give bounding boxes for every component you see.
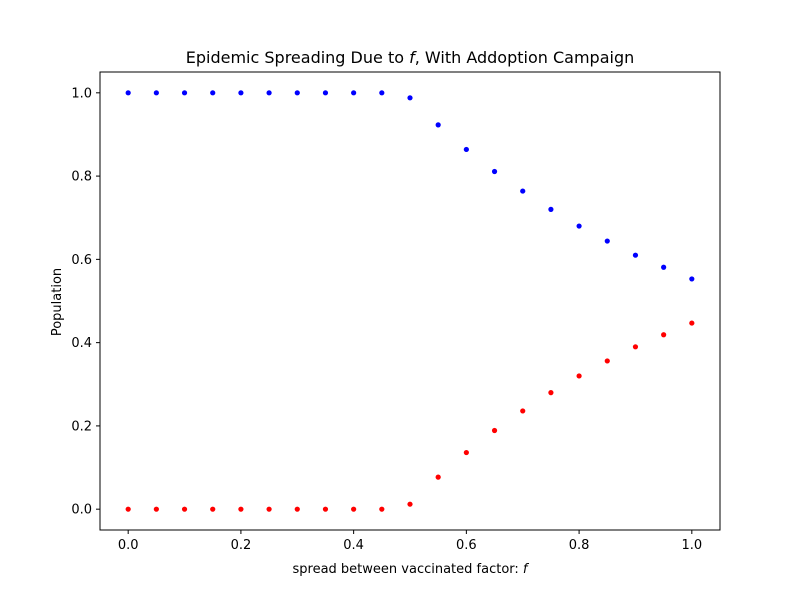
x-axis-label-main: spread between vaccinated factor: xyxy=(293,562,523,577)
plot-frame xyxy=(99,71,721,531)
data-point xyxy=(576,223,582,229)
y-tick-label: 1.0 xyxy=(71,86,92,101)
data-point xyxy=(153,506,159,512)
data-point xyxy=(604,358,610,364)
data-point xyxy=(210,506,216,512)
chart-title-main: Epidemic Spreading Due to xyxy=(186,48,409,67)
data-point xyxy=(294,506,300,512)
x-tick-label: 0.6 xyxy=(456,538,477,553)
y-axis-ticks: 0.0 0.2 0.4 0.6 0.8 1.0 xyxy=(71,86,100,518)
x-tick-label: 0.0 xyxy=(118,538,139,553)
y-tick-label: 0.0 xyxy=(71,503,92,518)
plot-marks xyxy=(125,90,695,512)
y-tick-label: 0.8 xyxy=(71,170,92,185)
y-tick-label: 0.6 xyxy=(71,253,92,268)
data-point xyxy=(322,90,329,96)
data-point xyxy=(266,506,272,512)
data-point xyxy=(548,206,554,212)
y-tick-label: 0.2 xyxy=(71,419,92,434)
data-point xyxy=(463,146,469,153)
data-point xyxy=(463,449,469,456)
data-point xyxy=(181,90,188,96)
data-point xyxy=(379,90,385,96)
x-tick-label: 0.8 xyxy=(569,538,590,553)
x-tick-label: 0.4 xyxy=(343,538,364,553)
y-tick-label: 0.4 xyxy=(71,336,92,351)
data-point xyxy=(379,506,385,512)
data-point xyxy=(322,506,329,512)
x-axis-label: spread between vaccinated factor: f xyxy=(293,562,530,577)
data-point xyxy=(604,238,610,244)
data-point xyxy=(632,252,639,258)
data-point xyxy=(407,501,413,507)
x-tick-label: 0.2 xyxy=(231,538,252,553)
x-axis-ticks: 0.0 0.2 0.4 0.6 0.8 1.0 xyxy=(118,530,702,553)
data-point xyxy=(520,408,526,414)
data-point xyxy=(181,506,188,512)
data-point xyxy=(238,506,244,512)
data-point xyxy=(491,168,498,175)
x-tick-label: 1.0 xyxy=(681,538,702,553)
data-point xyxy=(576,373,582,379)
data-point xyxy=(520,188,526,194)
chart-title-variable: f xyxy=(409,48,417,67)
data-point xyxy=(351,506,357,512)
y-axis-label: Population xyxy=(50,268,65,336)
data-point xyxy=(153,90,159,96)
data-point xyxy=(435,474,441,480)
series-1 xyxy=(125,90,695,282)
data-point xyxy=(351,90,357,96)
data-point xyxy=(435,122,441,128)
data-point xyxy=(491,427,498,434)
data-point xyxy=(689,320,695,326)
data-point xyxy=(661,332,667,338)
data-point xyxy=(407,95,413,101)
data-point xyxy=(632,344,639,350)
data-point xyxy=(125,506,131,512)
data-point xyxy=(266,90,272,96)
data-point xyxy=(548,390,554,396)
data-point xyxy=(689,276,695,282)
data-point xyxy=(661,264,667,270)
data-point xyxy=(238,90,244,96)
data-point xyxy=(125,90,131,96)
series-2 xyxy=(125,320,695,512)
chart-title-rest: , With Addoption Campaign xyxy=(415,48,635,67)
x-axis-label-variable: f xyxy=(523,562,530,577)
chart-title: Epidemic Spreading Due to f, With Addopt… xyxy=(186,48,635,67)
data-point xyxy=(210,90,216,96)
data-point xyxy=(294,90,300,96)
